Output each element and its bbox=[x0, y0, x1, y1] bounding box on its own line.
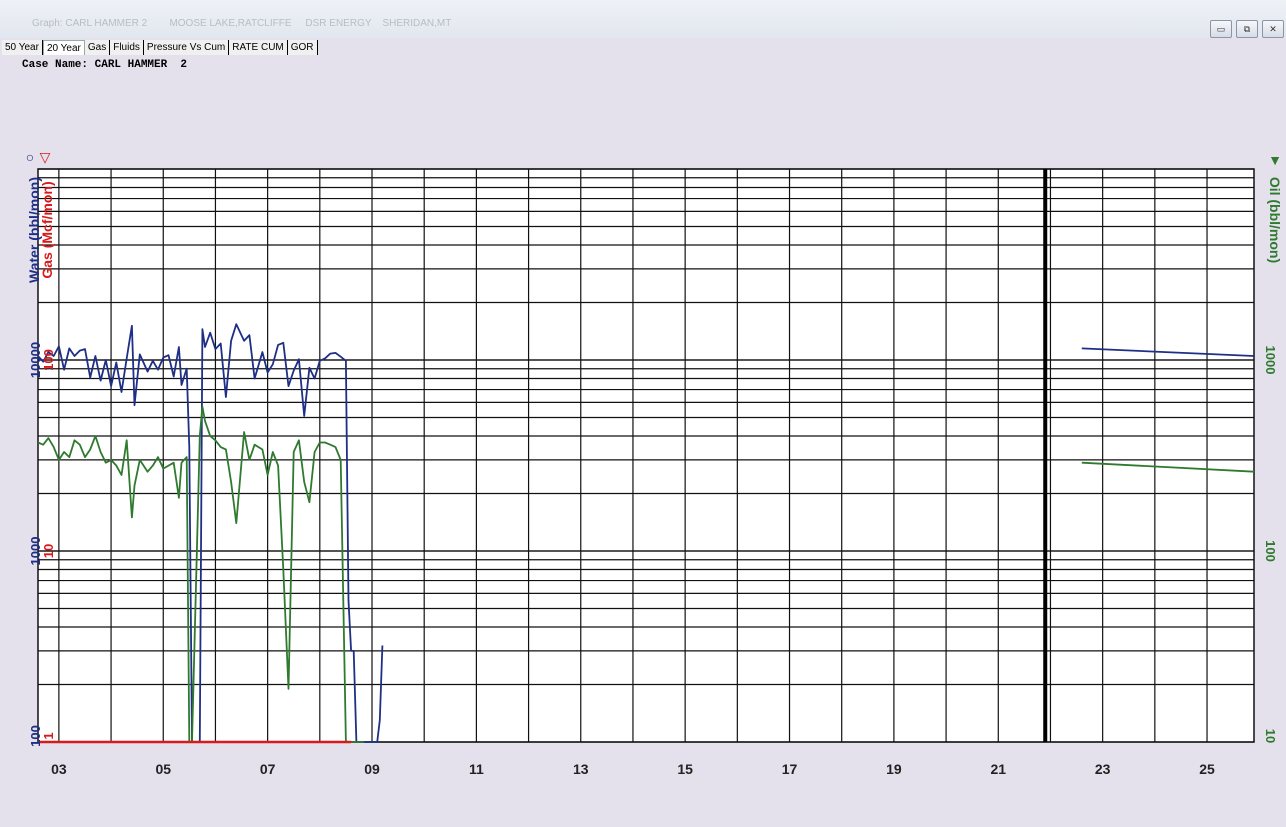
oil-legend-symbol: ▼ bbox=[1268, 152, 1282, 168]
x-tick-label: 21 bbox=[990, 761, 1006, 777]
series-layer bbox=[37, 323, 1255, 744]
x-tick-label: 05 bbox=[155, 761, 171, 777]
x-tick-label: 23 bbox=[1095, 761, 1111, 777]
x-tick-label: 09 bbox=[364, 761, 380, 777]
tab-50-year[interactable]: 50 Year bbox=[2, 40, 43, 55]
plot-area bbox=[37, 168, 1255, 743]
tab-rate-cum[interactable]: RATE CUM bbox=[229, 40, 288, 55]
gas-axis-title: Gas (Mcf/mon) bbox=[39, 181, 55, 278]
oil-tick-label: 100 bbox=[1263, 540, 1278, 562]
x-tick-label: 03 bbox=[51, 761, 67, 777]
tab-strip: 50 Year 20 Year Gas Fluids Pressure Vs C… bbox=[2, 40, 318, 55]
oil-tick-label: 1000 bbox=[1263, 346, 1278, 375]
water-axis-title: Water (bbl/mon) bbox=[26, 177, 42, 283]
x-tick-label: 17 bbox=[782, 761, 798, 777]
grid-layer bbox=[37, 168, 1255, 743]
axis-layer: ○ ▽ ▼ Water (bbl/mon) Gas (Mcf/mon) Oil … bbox=[26, 149, 1283, 747]
x-tick-label: 15 bbox=[677, 761, 693, 777]
oil-tick-label: 10 bbox=[1263, 729, 1278, 743]
gas-tick-label: 10 bbox=[41, 544, 56, 558]
case-name-label: Case Name: CARL HAMMER 2 bbox=[22, 59, 188, 71]
oil-axis-title: Oil (bbl/mon) bbox=[1267, 177, 1283, 263]
series-oil-line bbox=[1081, 461, 1255, 473]
water-tick-label: 1000 bbox=[28, 537, 43, 566]
tab-pressure-vs-cum[interactable]: Pressure Vs Cum bbox=[144, 40, 230, 55]
window-title: Graph: CARL HAMMER 2 MOOSE LAKE,RATCLIFF… bbox=[32, 18, 452, 29]
water-tick-label: 100 bbox=[28, 725, 43, 747]
x-tick-label: 19 bbox=[886, 761, 902, 777]
gas-tick-label: 1 bbox=[41, 732, 56, 739]
close-button[interactable]: ✕ bbox=[1262, 20, 1284, 38]
series-water-line bbox=[1081, 347, 1255, 357]
series-oil-line bbox=[37, 405, 365, 743]
tab-gor[interactable]: GOR bbox=[288, 40, 318, 55]
x-tick-label: 25 bbox=[1199, 761, 1215, 777]
window-titlebar: Graph: CARL HAMMER 2 MOOSE LAKE,RATCLIFF… bbox=[0, 0, 1286, 38]
x-tick-label: 13 bbox=[573, 761, 589, 777]
tab-gas[interactable]: Gas bbox=[85, 40, 111, 55]
x-tick-label: 11 bbox=[469, 761, 484, 777]
water-legend-symbol: ○ bbox=[26, 149, 34, 165]
gas-legend-symbol: ▽ bbox=[40, 149, 51, 165]
water-tick-label: 10000 bbox=[28, 342, 43, 378]
series-water-line bbox=[37, 323, 384, 743]
x-tick-label: 07 bbox=[260, 761, 276, 777]
tab-20-year[interactable]: 20 Year bbox=[42, 40, 85, 55]
x-tick-layer: 03 05 07 09 11 13 15 17 19 21 23 25 bbox=[51, 761, 1215, 777]
minimize-button[interactable]: ▭ bbox=[1210, 20, 1232, 38]
gas-tick-label: 100 bbox=[41, 349, 56, 371]
restore-button[interactable]: ⧉ bbox=[1236, 20, 1258, 38]
tab-fluids[interactable]: Fluids bbox=[110, 40, 144, 55]
